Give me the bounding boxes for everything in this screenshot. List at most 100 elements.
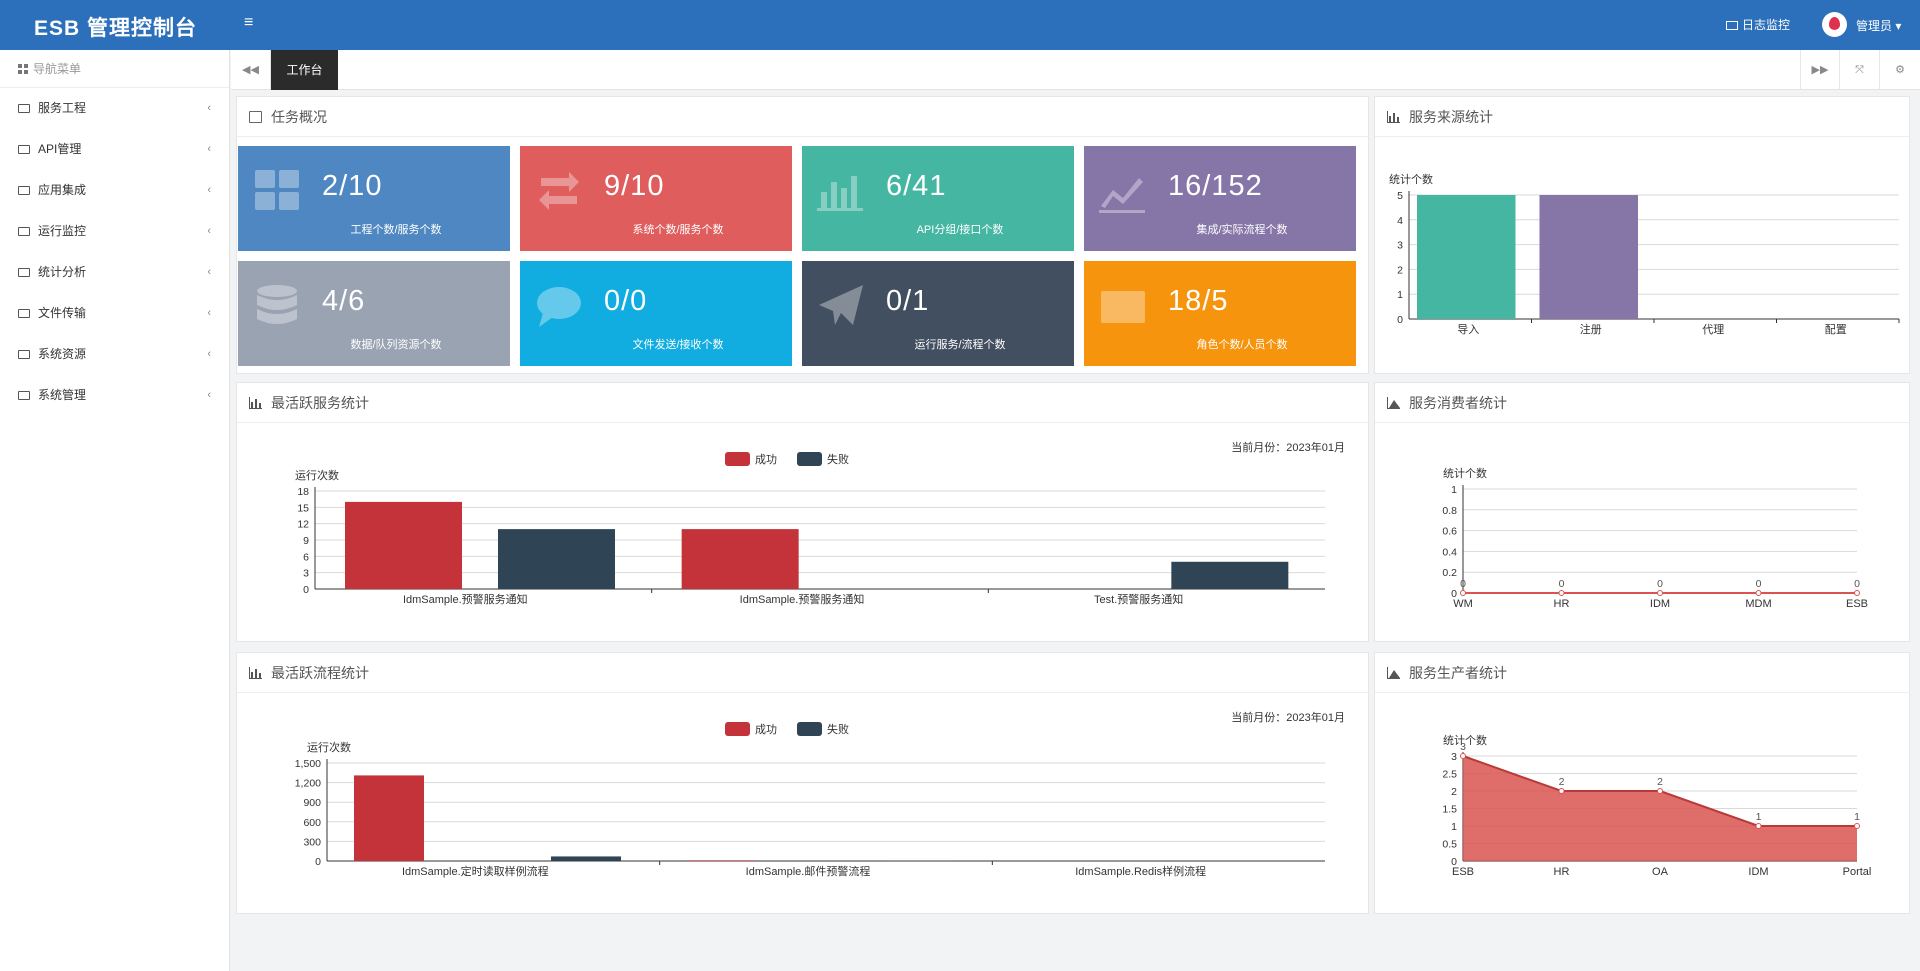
bar-chart-icon [249,397,262,409]
legend-label: 成功 [755,453,777,466]
folder-icon [18,186,30,195]
x-tick-label: Test.预警服务通知 [1094,592,1183,606]
data-label: 1 [1756,811,1762,823]
stat-value: 18/5 [1168,285,1229,317]
fullscreen-icon[interactable]: ⤧ [1840,50,1880,90]
log-monitor-link[interactable]: 日志监控 [1726,16,1790,33]
x-tick-label: IDM [1650,598,1670,610]
data-point [1558,590,1565,596]
source-panel: 服务来源统计 0 1 2 3 4 5 统计个数 导入 注册 代理 配置 [1374,96,1910,374]
chat-icon [537,287,581,327]
folder-icon [18,391,30,400]
sidebar-item-label: 服务工程 [38,101,87,115]
y-tick-label: 1.5 [1442,804,1457,816]
data-label: 3 [1460,741,1466,753]
sidebar-item-run-monitor[interactable]: 运行监控 ‹ [0,211,229,252]
x-tick-label: 配置 [1825,323,1847,336]
x-tick-label: IdmSample.定时读取样例流程 [402,864,549,878]
x-tick-label: 代理 [1702,323,1724,336]
sidebar-item-api[interactable]: API管理 ‹ [0,129,229,170]
y-tick-label: 1 [1397,289,1403,301]
y-tick-label: 6 [303,551,309,563]
sidebar-item-system-admin[interactable]: 系统管理 ‹ [0,375,229,416]
user-menu[interactable]: 管理员 ▾ [1856,17,1901,34]
stat-tile[interactable]: 2/10 工程个数/服务个数 [238,146,510,251]
chevron-left-icon: ‹ [207,266,211,278]
data-point [1755,823,1762,829]
area-fill [1463,756,1857,861]
avatar[interactable] [1822,12,1847,37]
paper-plane-icon [819,285,863,325]
folder-icon [18,104,30,113]
y-tick-label: 4 [1397,215,1403,227]
data-point [1854,590,1860,596]
legend-label: 成功 [755,723,777,736]
stat-value: 6/41 [886,170,947,202]
sidebar-item-app-integration[interactable]: 应用集成 ‹ [0,170,229,211]
y-tick-label: 3 [303,568,309,580]
data-point [1460,590,1466,596]
y-tick-label: 2 [1397,264,1403,276]
source-panel-header: 服务来源统计 [1375,97,1909,137]
monitor-icon [1726,21,1738,30]
active-service-title: 最活跃服务统计 [271,395,369,411]
bar [498,529,615,589]
top-header: ESB 管理控制台 ≡ 日志监控 管理员 ▾ [0,0,1920,50]
data-label: 0 [1460,578,1466,590]
stat-label: 数据/队列资源个数 [350,339,442,351]
stat-tile[interactable]: 0/1 运行服务/流程个数 [802,261,1074,366]
stat-value: 0/0 [604,285,648,317]
stat-tile[interactable]: 6/41 API分组/接口个数 [802,146,1074,251]
line-chart-icon [1099,178,1145,213]
producer-panel-header: 服务生产者统计 [1375,653,1909,693]
data-label: 0 [1657,578,1663,590]
stat-tile[interactable]: 16/152 集成/实际流程个数 [1084,146,1356,251]
database-icon [257,285,297,324]
stat-tile[interactable]: 9/10 系统个数/服务个数 [520,146,792,251]
y-tick-label: 3 [1451,751,1457,763]
x-tick-label: WM [1453,598,1473,610]
x-tick-label: IdmSample.Redis样例流程 [1075,864,1206,878]
sidebar-item-system-resources[interactable]: 系统资源 ‹ [0,334,229,375]
stat-tile[interactable]: 4/6 数据/队列资源个数 [238,261,510,366]
x-tick-label: 导入 [1457,323,1479,336]
bar [1417,195,1516,319]
legend-label: 失败 [827,722,849,736]
sidebar-item-statistics[interactable]: 统计分析 ‹ [0,252,229,293]
y-tick-label: 12 [297,519,309,531]
sidebar-item-file-transfer[interactable]: 文件传输 ‹ [0,293,229,334]
stat-label: 角色个数/人员个数 [1196,339,1288,351]
data-point [1558,788,1565,794]
y-tick-label: 15 [297,502,309,514]
bar [345,501,462,589]
y-tick-label: 1,200 [295,778,321,790]
y-tick-label: 0.6 [1442,526,1457,538]
data-label: 2 [1657,776,1663,788]
bar [1171,561,1289,589]
y-tick-label: 0.2 [1442,567,1457,579]
menu-toggle-icon[interactable]: ≡ [244,14,254,31]
y-tick-label: 1 [1451,484,1457,496]
sidebar-item-label: 文件传输 [38,306,87,320]
stat-tile[interactable]: 0/0 文件发送/接收个数 [520,261,792,366]
y-tick-label: 0 [315,856,321,868]
folder-icon [18,145,30,154]
grid-icon [255,170,299,210]
y-tick-label: 0.4 [1442,546,1457,558]
sidebar-header: 导航菜单 [0,50,229,88]
y-tick-label: 300 [303,836,321,848]
y-tick-label: 2 [1451,786,1457,798]
gear-icon[interactable]: ⚙ [1895,64,1905,76]
data-label: 0 [1756,578,1762,590]
caret-down-icon: ▾ [1895,19,1902,33]
y-axis-label: 统计个数 [1443,734,1487,747]
x-tick-label: MDM [1745,598,1771,610]
stat-tile[interactable]: 18/5 角色个数/人员个数 [1084,261,1356,366]
sidebar-item-service-project[interactable]: 服务工程 ‹ [0,88,229,129]
tab-scroll-right-icon[interactable]: ▶▶ [1800,50,1840,90]
tab-workbench[interactable]: 工作台 [271,50,338,90]
tab-scroll-left-icon[interactable]: ◀◀ [231,50,271,90]
y-tick-label: 0 [1451,856,1457,868]
